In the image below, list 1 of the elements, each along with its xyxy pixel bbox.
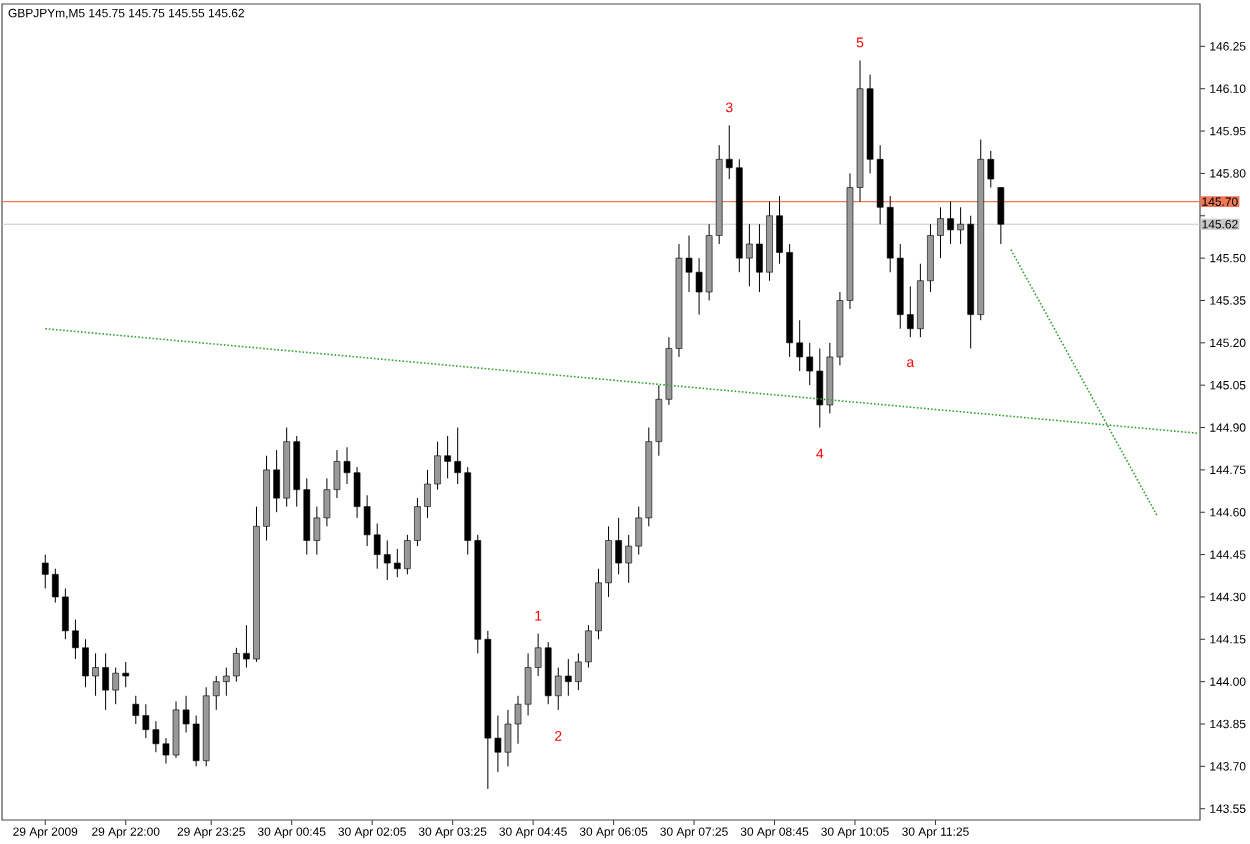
candlestick	[997, 187, 1005, 245]
